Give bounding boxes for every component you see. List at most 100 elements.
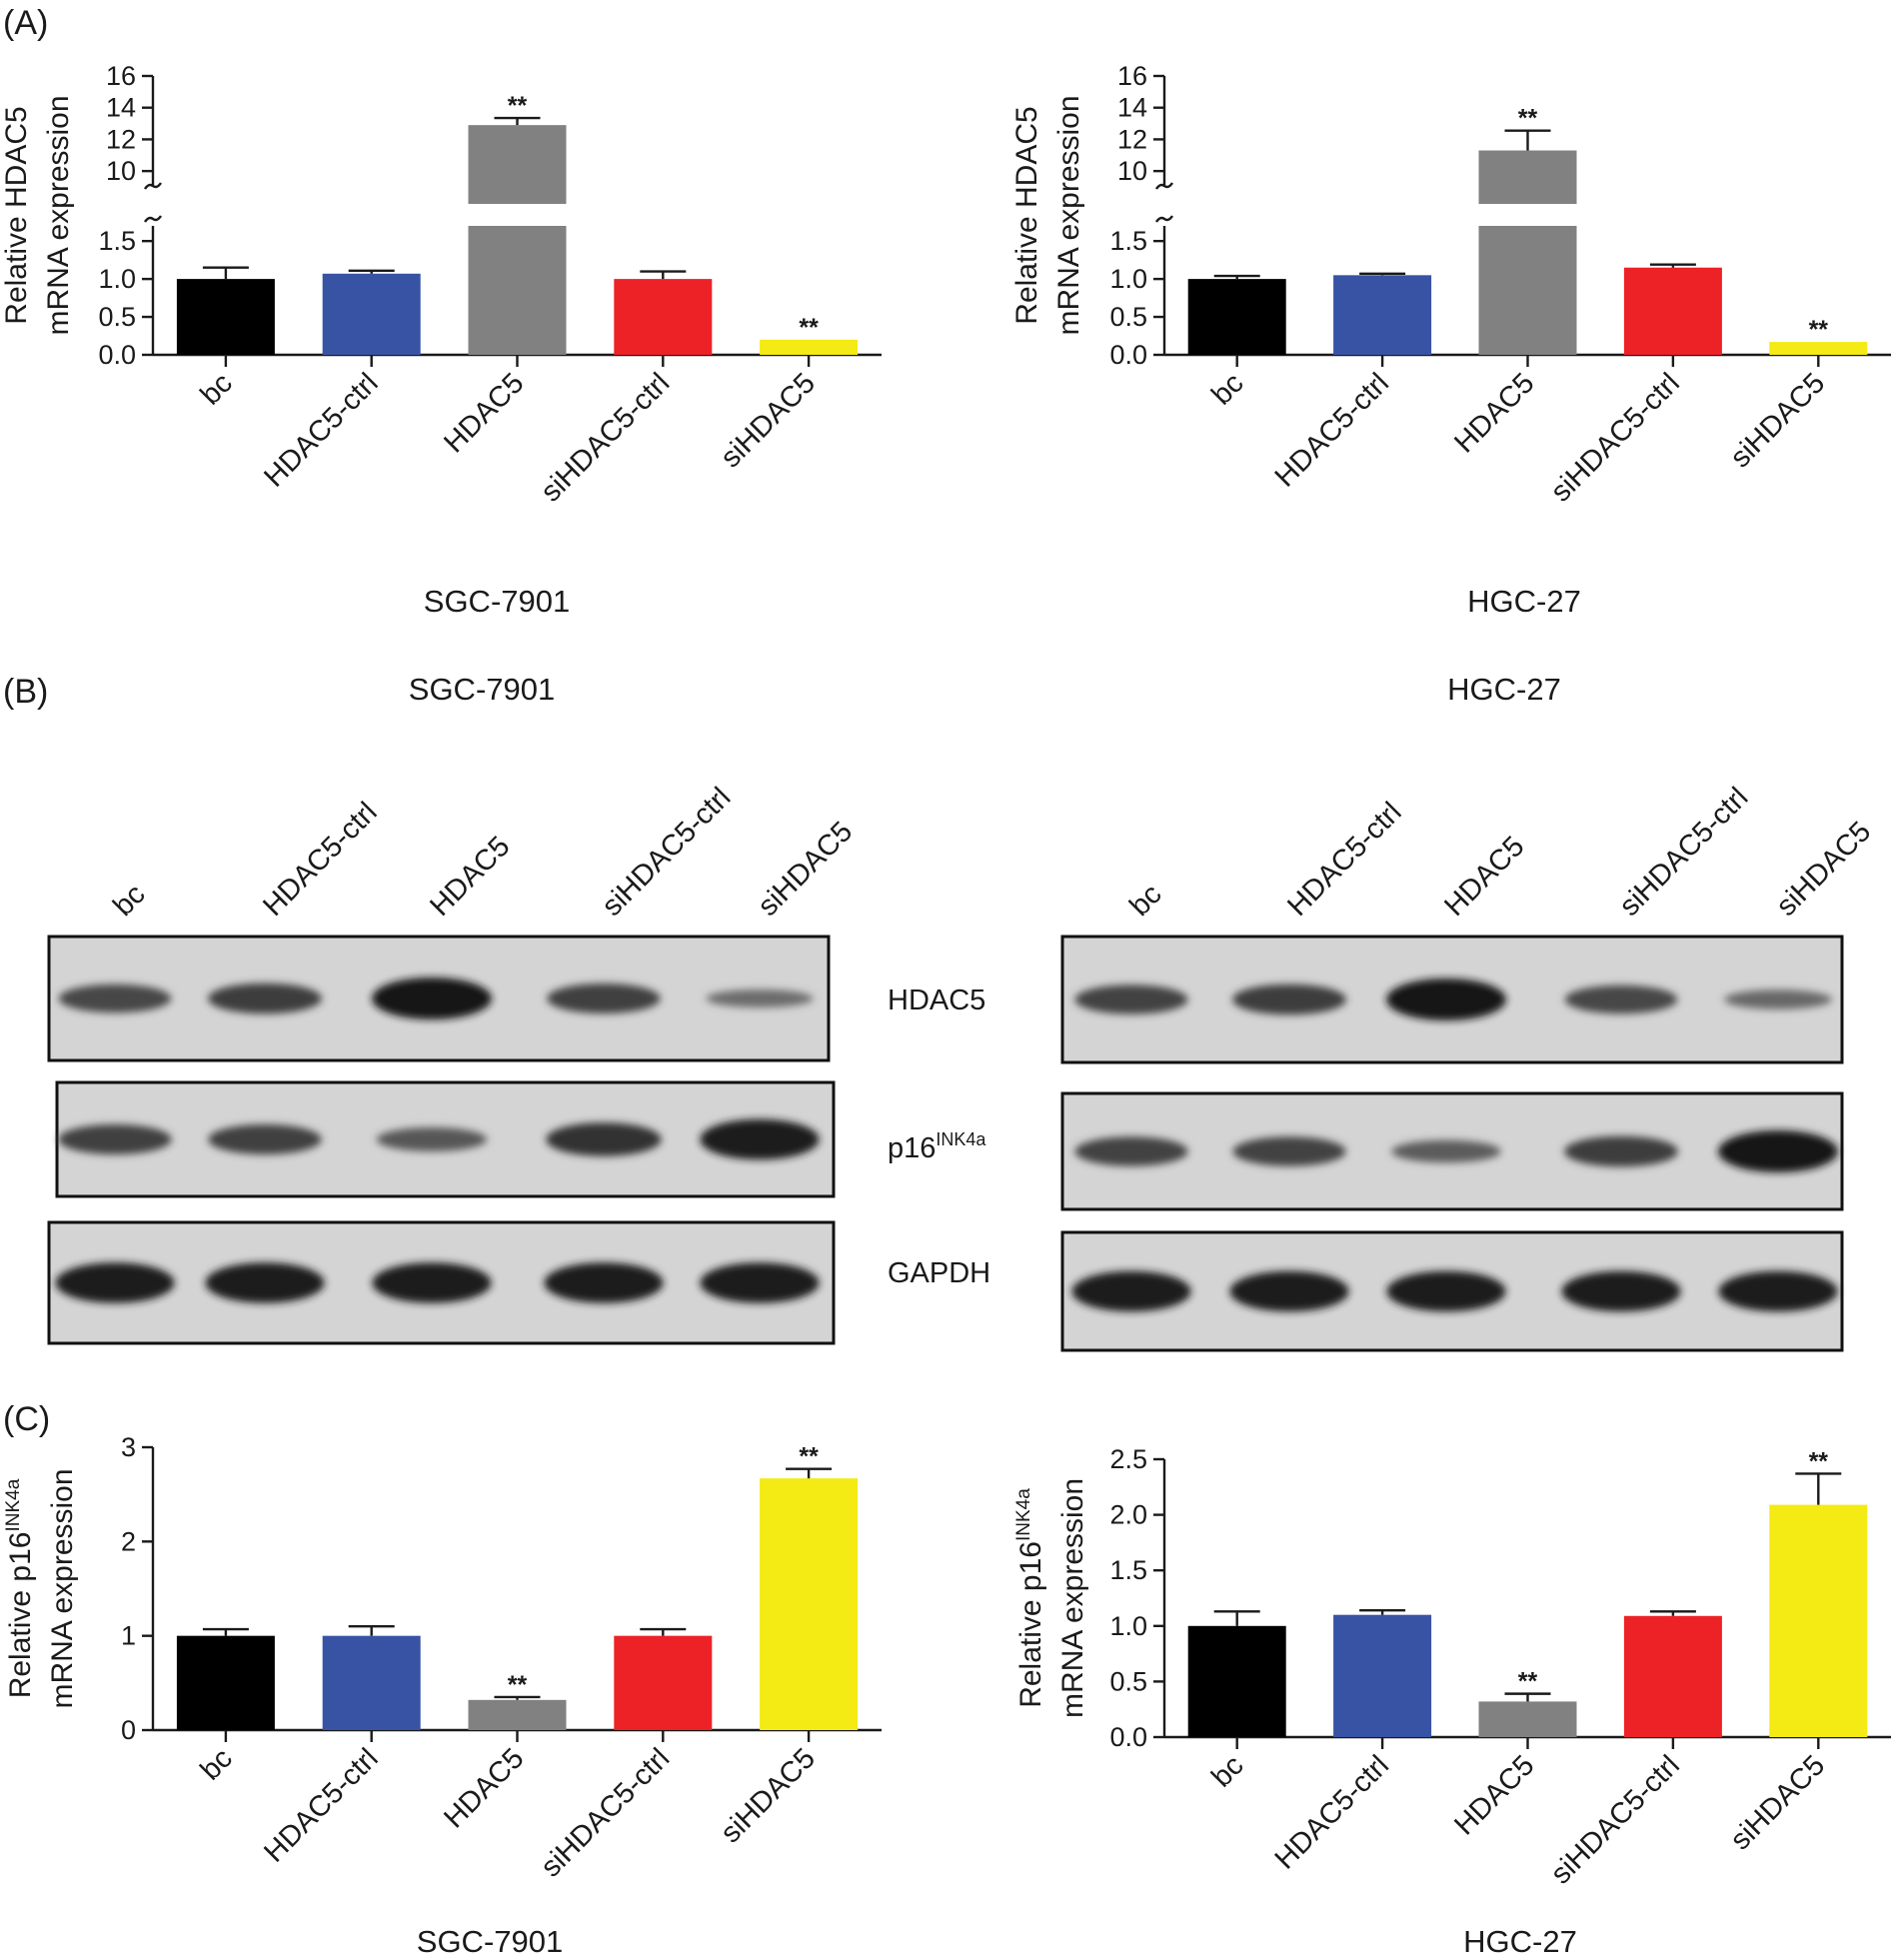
- blot-band: [1724, 989, 1832, 1009]
- bar: [322, 273, 421, 355]
- protein-label: p16INK4a: [888, 1129, 986, 1164]
- lane-label: siHDAC5-ctrl: [1613, 782, 1754, 923]
- blot-band: [208, 982, 322, 1014]
- y-axis-title: Relative p16INK4a: [3, 1478, 37, 1698]
- y-tick-label: 0.0: [1109, 1722, 1147, 1752]
- lane-label: HDAC5-ctrl: [1281, 797, 1407, 923]
- significance-marker: **: [1809, 316, 1829, 344]
- y-tick-label: 12: [1117, 124, 1147, 154]
- bar: [468, 1699, 567, 1730]
- y-tick-label: 14: [1117, 93, 1147, 123]
- x-tick-label: HDAC5-ctrl: [258, 1742, 384, 1868]
- y-tick-label: 0: [121, 1715, 136, 1745]
- bar: [614, 279, 713, 355]
- bar: [1769, 342, 1868, 355]
- x-tick-label: siHDAC5-ctrl: [535, 1742, 676, 1883]
- blot-band: [208, 1124, 322, 1154]
- y-axis-title: Relative p16INK4a: [1013, 1488, 1047, 1708]
- axis-break-mark: [1155, 215, 1173, 223]
- y-axis-title-line2: mRNA expression: [42, 95, 75, 335]
- x-axis-title: HGC-27: [1463, 1924, 1577, 1953]
- bar: [1623, 1615, 1722, 1737]
- y-tick-label: 1: [121, 1621, 136, 1651]
- chart-c-sgc7901: 0 1 2 3 bc HDAC5-ctrl ** HDAC5 siHDAC5-ctrl ** siH…: [3, 1432, 882, 1953]
- x-tick-label: siHDAC5: [1724, 1749, 1831, 1856]
- protein-label-text: GAPDH: [888, 1257, 990, 1289]
- y-axis-title-text: Relative p16: [1014, 1541, 1047, 1708]
- blot-band: [1074, 984, 1188, 1014]
- bar: [176, 1635, 275, 1730]
- y-tick-label: 1.0: [1109, 1611, 1147, 1641]
- bar: [1187, 279, 1286, 355]
- y-tick-label: 0.0: [1109, 340, 1147, 370]
- blot-band: [1386, 978, 1506, 1020]
- bar: [1333, 1614, 1432, 1737]
- protein-label: GAPDH: [888, 1257, 990, 1289]
- blot-band: [1074, 1136, 1188, 1166]
- blot-band: [1564, 1135, 1678, 1167]
- panel-label-b: (B): [3, 673, 48, 711]
- lane-label: HDAC5-ctrl: [257, 797, 383, 923]
- y-tick-label: 10: [1117, 156, 1147, 186]
- protein-label-superscript: INK4a: [936, 1129, 986, 1149]
- blot-band: [546, 1122, 662, 1156]
- y-axis-title-line2: mRNA expression: [46, 1468, 79, 1708]
- x-tick-label: bc: [1205, 1749, 1249, 1793]
- x-tick-label: bc: [195, 367, 239, 411]
- x-tick-label: HDAC5: [1448, 367, 1540, 459]
- y-tick-label: 12: [106, 124, 136, 154]
- chart-c-hgc27: 0.00.51.01.52.02.5bc HDAC5-ctrl**HDAC5 siH…: [1013, 1444, 1891, 1953]
- blot-band: [1232, 983, 1346, 1015]
- y-axis-title-text: Relative p16: [4, 1532, 37, 1699]
- blot-band: [1564, 984, 1678, 1014]
- blot-band: [1718, 1130, 1838, 1172]
- blot-membrane: [1060, 1091, 1844, 1211]
- bar-upper-segment: [468, 125, 567, 204]
- bar: [760, 1478, 859, 1730]
- western-cell-line: SGC-7901: [409, 672, 555, 707]
- bar: [1769, 1504, 1868, 1737]
- bar: [1478, 1701, 1577, 1737]
- significance-marker: **: [508, 92, 528, 120]
- y-tick-label: 10: [106, 156, 136, 186]
- axis-break-mark: [1155, 182, 1173, 190]
- y-tick-label: 1.5: [1109, 1555, 1147, 1585]
- lane-label: bc: [1123, 879, 1167, 923]
- blot-band: [547, 983, 661, 1013]
- x-tick-label: HDAC5-ctrl: [1269, 367, 1395, 493]
- blot-band: [58, 1124, 172, 1154]
- blot-band: [700, 1118, 820, 1160]
- bar: [614, 1635, 713, 1730]
- y-axis-title: Relative HDAC5: [1010, 106, 1043, 324]
- lane-label: siHDAC5: [1770, 816, 1877, 923]
- y-tick-label: 1.5: [1109, 226, 1147, 256]
- y-axis-title-text: Relative HDAC5: [1010, 106, 1043, 324]
- x-tick-label: siHDAC5-ctrl: [1545, 1749, 1686, 1890]
- lane-label: HDAC5: [1438, 831, 1530, 923]
- y-tick-label: 1.0: [98, 264, 136, 294]
- y-tick-label: 1.0: [1109, 264, 1147, 294]
- x-tick-label: siHDAC5-ctrl: [535, 367, 676, 508]
- x-tick-label: siHDAC5: [1724, 367, 1831, 474]
- y-axis-title-line2: mRNA expression: [1052, 95, 1085, 335]
- blot-band: [1386, 1270, 1506, 1312]
- blot-band: [55, 1262, 175, 1303]
- bar-lower-segment: [1478, 226, 1577, 355]
- panel-label-a: (A): [3, 4, 48, 42]
- protein-label-text: p16: [888, 1132, 936, 1164]
- x-tick-label: siHDAC5: [715, 1742, 822, 1849]
- bar: [322, 1635, 421, 1730]
- blot-band: [544, 1262, 664, 1303]
- x-axis-title: HGC-27: [1467, 584, 1581, 619]
- blot-band: [700, 1262, 820, 1303]
- y-tick-label: 3: [121, 1432, 136, 1462]
- blot-band: [376, 1127, 488, 1151]
- x-axis-title: SGC-7901: [417, 1924, 563, 1953]
- y-tick-label: 1.5: [98, 226, 136, 256]
- y-tick-label: 0.5: [1109, 302, 1147, 332]
- blot-band: [372, 1262, 492, 1303]
- y-tick-label: 0.0: [98, 340, 136, 370]
- significance-marker: **: [1518, 1668, 1538, 1696]
